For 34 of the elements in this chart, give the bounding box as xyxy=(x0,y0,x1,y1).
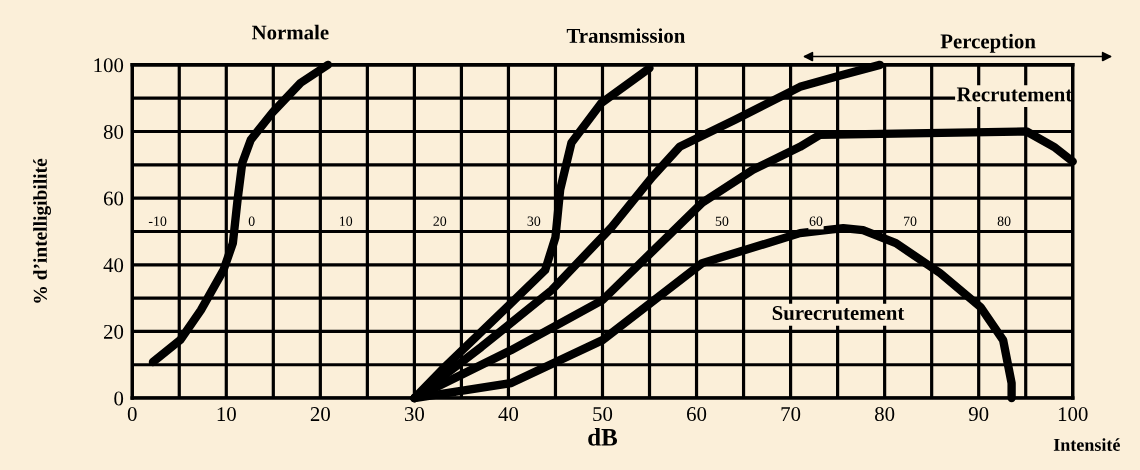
x2-tick-label: 50 xyxy=(715,216,729,226)
x-tick-label: 100 xyxy=(1058,407,1088,422)
x-tick-label: 30 xyxy=(404,407,425,422)
y-tick-label: 100 xyxy=(94,58,124,73)
y-tick-label: 0 xyxy=(114,391,124,406)
series-label: Transmission xyxy=(566,28,686,43)
y-tick-label: 60 xyxy=(103,191,124,206)
text: Intensité xyxy=(1053,438,1120,451)
y-tick-label: 20 xyxy=(103,324,124,339)
x-tick-label: 20 xyxy=(310,407,330,422)
x2-tick-label: 70 xyxy=(904,216,917,226)
x2-tick-label: -10 xyxy=(148,216,167,226)
text: Surecrutement xyxy=(772,305,905,321)
y-tick-label: 80 xyxy=(103,124,124,139)
y-tick-label: 40 xyxy=(103,258,124,273)
x-tick-label: 70 xyxy=(781,407,801,422)
x-tick-label: 60 xyxy=(687,407,707,422)
x2-tick-label: 80 xyxy=(997,216,1011,226)
x2-tick-label: 10 xyxy=(340,216,353,226)
x-tick-label: 40 xyxy=(498,407,519,422)
text: Perception xyxy=(940,33,1036,53)
x2-tick-label: 0 xyxy=(248,216,255,226)
x2-tick-label: 30 xyxy=(527,216,541,226)
x-tick-label: 90 xyxy=(968,407,989,422)
series-label: Normale xyxy=(252,24,329,40)
x-axis-title: dB xyxy=(588,428,618,446)
x-tick-label: 50 xyxy=(593,407,613,422)
y-axis-title: % d’intelligibilité xyxy=(33,158,51,303)
series-label: Recrutement xyxy=(956,87,1073,102)
x-tick-label: 0 xyxy=(127,407,137,422)
x2-tick-label: 60 xyxy=(809,216,823,226)
x2-tick-label: 20 xyxy=(433,216,447,226)
x-tick-label: 80 xyxy=(875,407,895,422)
x-tick-label: 10 xyxy=(217,407,236,422)
